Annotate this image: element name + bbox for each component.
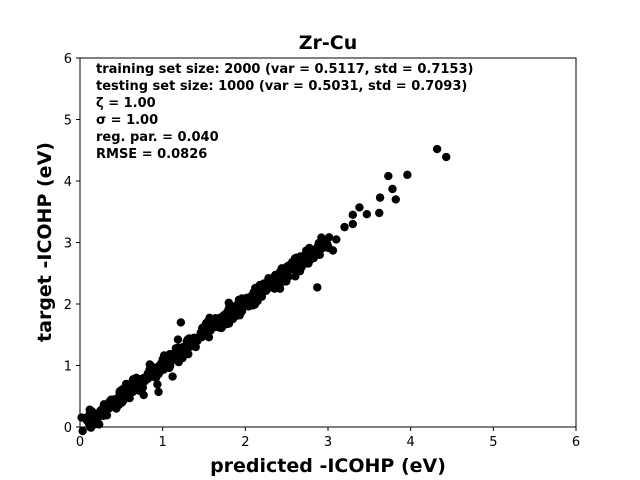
data-point [96, 406, 105, 416]
annotation-line: training set size: 2000 (var = 0.5117, s… [96, 62, 473, 77]
data-point [223, 315, 233, 324]
annotation-line: RMSE = 0.0826 [96, 147, 207, 162]
data-point [77, 413, 86, 422]
data-point [105, 398, 115, 408]
y-tick-label: 2 [64, 298, 72, 313]
data-point [153, 380, 162, 389]
data-point [275, 284, 285, 293]
data-point [121, 393, 130, 403]
data-point [291, 272, 300, 281]
data-point [231, 301, 241, 310]
data-point [135, 376, 144, 386]
data-point [185, 342, 194, 352]
x-tick-label: 3 [324, 435, 332, 450]
data-point [348, 219, 357, 229]
chart-title: Zr-Cu [299, 32, 358, 54]
data-point [312, 244, 321, 253]
data-point [167, 356, 177, 365]
data-point [124, 384, 134, 394]
data-point [317, 233, 326, 242]
x-tick-label: 2 [241, 435, 249, 450]
data-point [255, 287, 264, 296]
annotation-line: reg. par. = 0.040 [96, 130, 219, 145]
data-point [384, 171, 393, 181]
x-tick-label: 4 [407, 435, 415, 450]
data-point [205, 313, 214, 322]
data-point [324, 233, 334, 242]
y-tick-label: 3 [64, 237, 72, 252]
data-point [375, 193, 385, 202]
data-point [313, 283, 322, 292]
data-point [328, 246, 338, 255]
data-point [154, 387, 163, 397]
data-point [292, 253, 301, 262]
data-point [173, 335, 183, 344]
data-point [388, 184, 397, 194]
data-point [239, 302, 249, 311]
data-point [214, 323, 224, 332]
annotation-line: testing set size: 1000 (var = 0.5031, st… [96, 79, 467, 94]
data-point [432, 144, 442, 154]
data-point [139, 390, 148, 400]
annotation-line: σ = 1.00 [96, 113, 158, 128]
y-tick-label: 1 [64, 360, 72, 375]
data-point [85, 416, 94, 426]
data-point [295, 261, 304, 270]
data-point [198, 332, 207, 341]
data-point [284, 263, 294, 273]
data-point [175, 348, 184, 357]
data-point [403, 170, 412, 180]
x-tick-label: 0 [76, 435, 84, 450]
data-point [340, 222, 349, 232]
data-point [224, 298, 233, 307]
data-point [332, 235, 341, 244]
data-point [442, 152, 451, 162]
data-point [128, 375, 138, 384]
x-axis-label: predicted -ICOHP (eV) [210, 455, 446, 477]
x-tick-label: 5 [489, 435, 497, 450]
data-point [88, 410, 98, 419]
data-point [305, 243, 314, 253]
y-tick-label: 5 [64, 114, 72, 129]
data-point [355, 203, 364, 212]
data-point [146, 368, 156, 377]
data-point [147, 362, 156, 371]
y-tick-label: 0 [64, 421, 72, 436]
data-point [78, 426, 87, 436]
data-point [115, 387, 124, 397]
annotation-line: ζ = 1.00 [96, 96, 156, 111]
data-point [391, 195, 400, 204]
data-point [168, 372, 177, 381]
y-tick-label: 4 [64, 175, 72, 190]
data-point [251, 294, 261, 303]
data-point [375, 208, 384, 218]
data-point [176, 318, 186, 327]
data-point [198, 323, 207, 333]
x-tick-label: 6 [572, 435, 580, 450]
x-tick-label: 1 [159, 435, 167, 450]
data-point [299, 251, 308, 261]
data-point [154, 368, 164, 378]
plot-area: 0 1 2 3 4 5 6 0 1 2 3 4 5 6 training set size: 2000 (v… [64, 52, 580, 450]
data-point [362, 210, 372, 219]
data-point [322, 243, 331, 252]
data-point [307, 251, 316, 261]
data-point [348, 210, 357, 220]
data-point [159, 356, 168, 365]
y-axis-label: target -ICOHP (eV) [34, 142, 56, 342]
y-tick-label: 6 [64, 52, 72, 67]
